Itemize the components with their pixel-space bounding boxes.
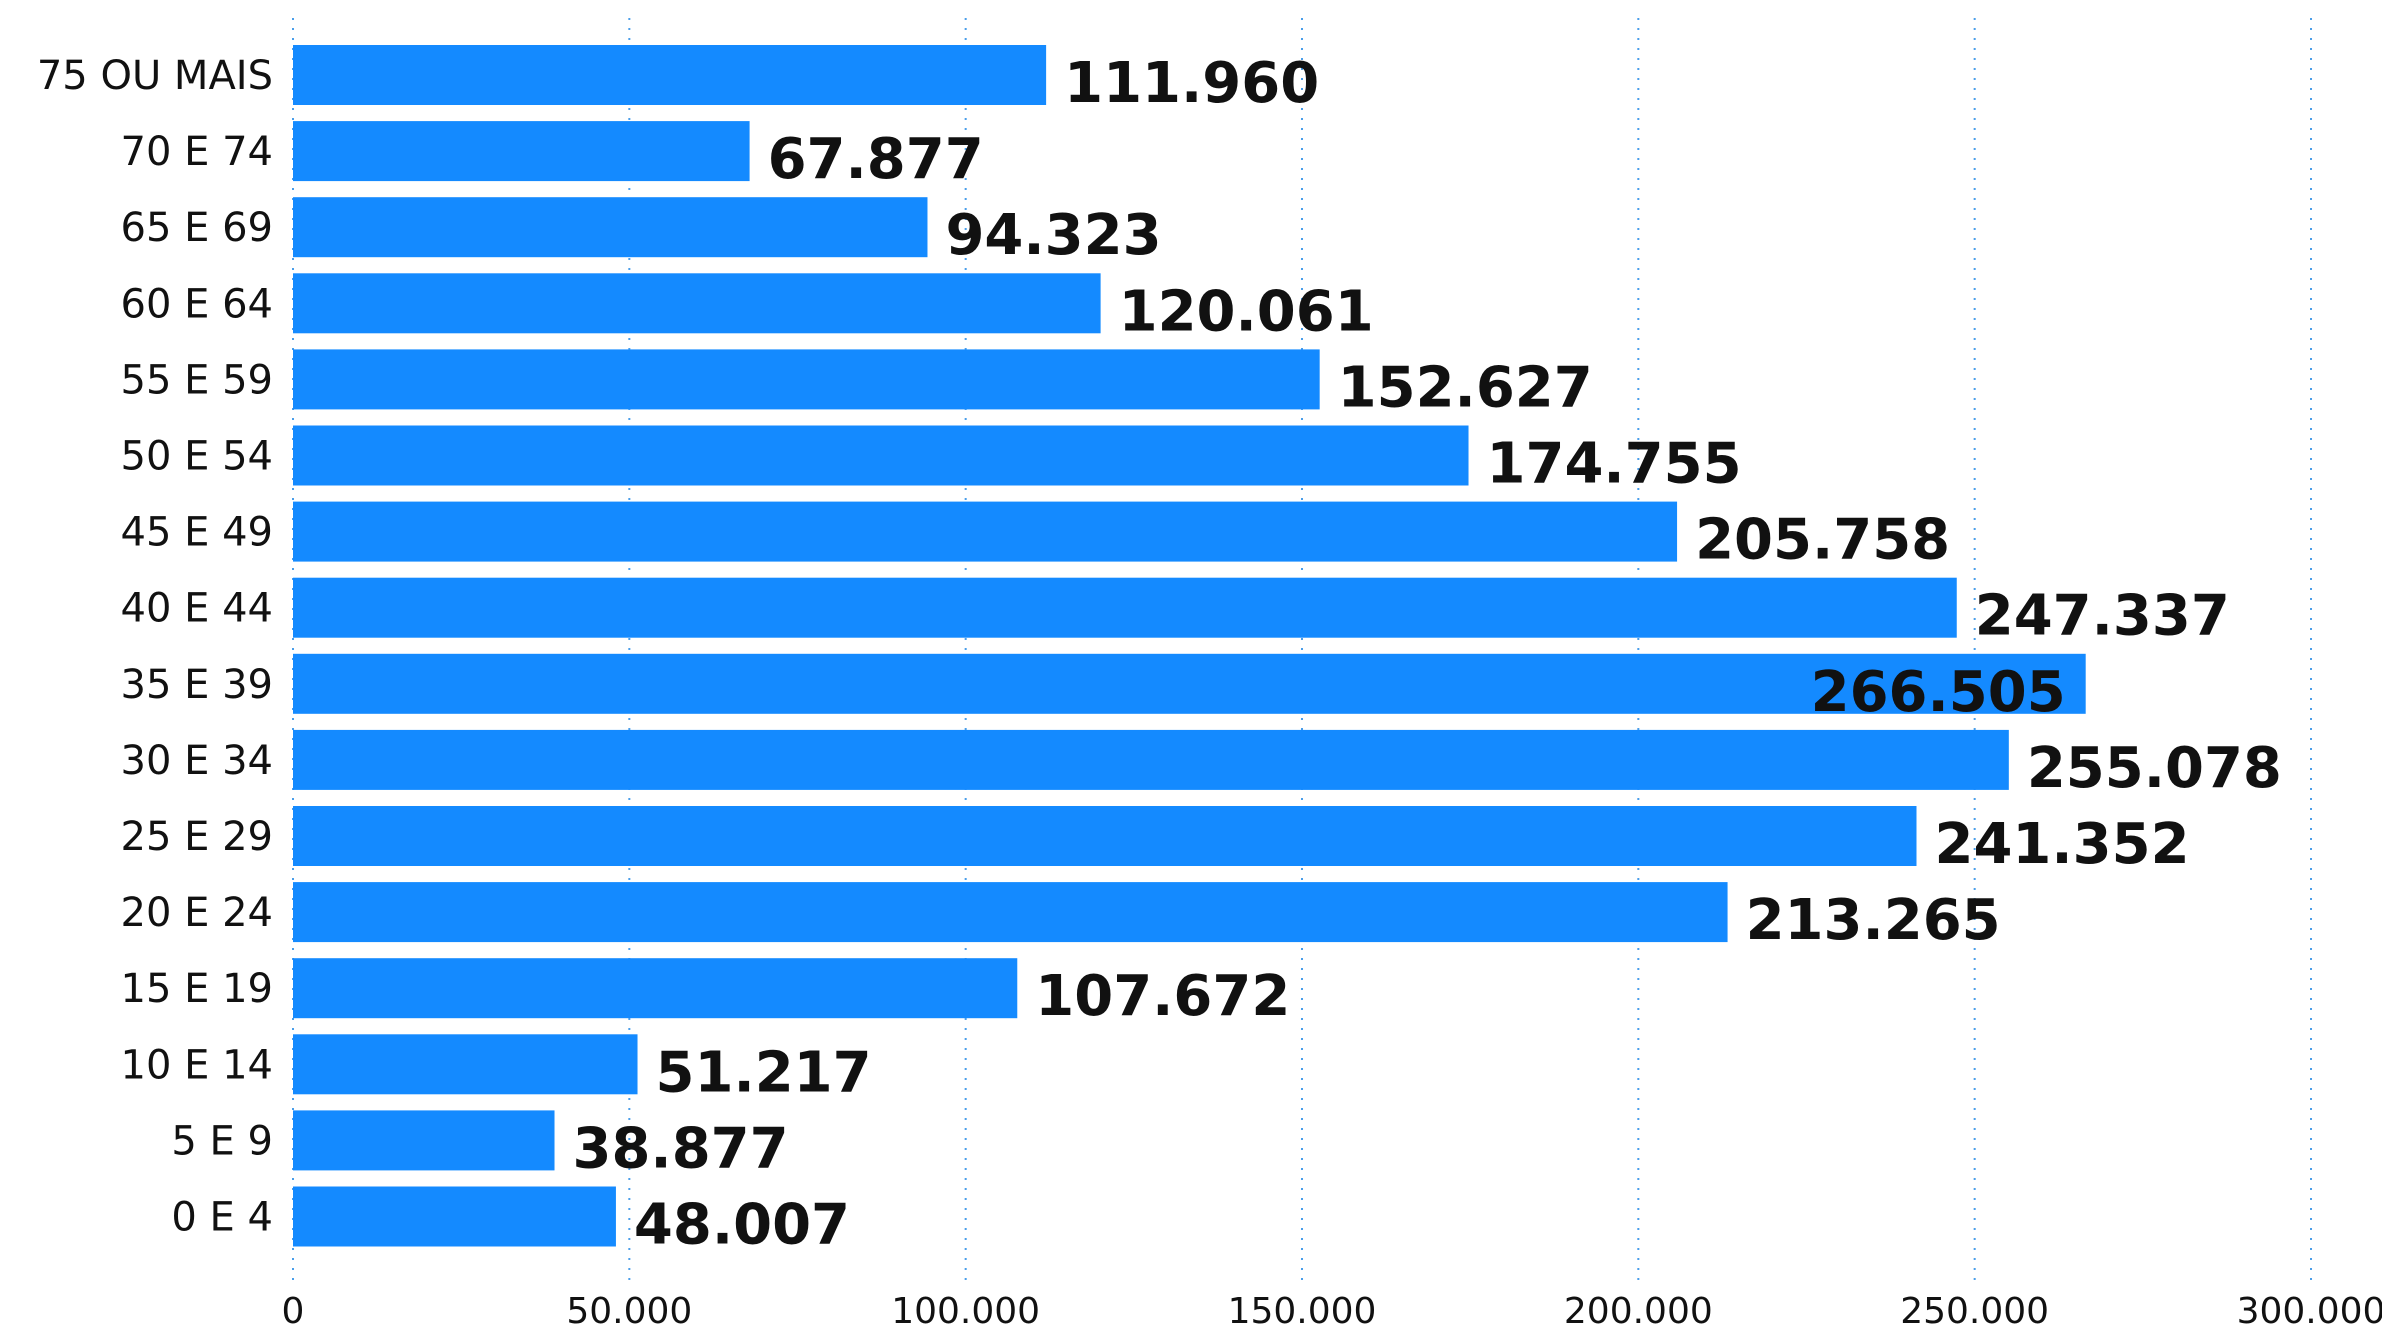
category-label: 65 E 69 — [121, 205, 274, 251]
x-tick-label: 100.000 — [891, 1291, 1040, 1327]
value-label: 247.337 — [1975, 584, 2230, 649]
category-label: 60 E 64 — [121, 281, 274, 327]
value-label: 266.505 — [1811, 660, 2066, 725]
value-label: 111.960 — [1064, 51, 1319, 116]
bar — [293, 501, 1678, 562]
category-label: 30 E 34 — [121, 738, 274, 784]
bar — [293, 882, 1728, 943]
value-label: 152.627 — [1338, 355, 1593, 420]
x-tick-label-layer: 0 50.000 100.000 150.000 200.000 250.000 300.0… — [282, 1291, 2382, 1332]
value-label: 38.877 — [573, 1116, 789, 1181]
category-label: 15 E 19 — [121, 966, 274, 1012]
x-tick-label: 50.000 — [566, 1291, 692, 1327]
value-label: 174.755 — [1487, 432, 1742, 497]
value-label: 255.078 — [2027, 736, 2282, 801]
category-label: 50 E 54 — [121, 434, 274, 480]
category-label: 5 E 9 — [171, 1118, 273, 1164]
category-label: 10 E 14 — [121, 1042, 274, 1088]
bar — [293, 958, 1018, 1019]
category-label: 45 E 49 — [121, 510, 274, 556]
value-label: 241.352 — [1934, 812, 2189, 877]
x-tick-label: 0 — [282, 1291, 305, 1327]
value-label-layer: 111.960 67.877 94.323 120.061 152.627 174.755… — [573, 51, 2282, 1258]
value-label: 213.265 — [1746, 888, 2001, 953]
bar — [293, 1034, 638, 1095]
bar — [293, 653, 2086, 714]
value-label: 94.323 — [945, 203, 1161, 268]
category-label: 35 E 39 — [121, 662, 274, 708]
bar — [293, 121, 750, 182]
x-tick-label: 300.000 — [2237, 1291, 2382, 1327]
bar-layer — [293, 45, 2086, 1247]
value-label: 205.758 — [1695, 508, 1950, 573]
bar — [293, 349, 1320, 410]
x-tick-label: 200.000 — [1564, 1291, 1713, 1327]
bar — [293, 806, 1917, 866]
category-label: 0 E 4 — [171, 1195, 273, 1241]
value-label: 48.007 — [634, 1193, 850, 1258]
value-label: 120.061 — [1119, 279, 1374, 344]
value-label: 107.672 — [1035, 964, 1290, 1029]
category-label: 40 E 44 — [121, 586, 274, 632]
x-tick-label: 150.000 — [1228, 1291, 1377, 1327]
bar — [293, 577, 1957, 638]
bar — [293, 197, 928, 258]
bar — [293, 729, 2009, 790]
bar — [293, 45, 1047, 105]
bar — [293, 1186, 616, 1247]
category-label: 25 E 29 — [121, 814, 274, 860]
category-label: 55 E 59 — [121, 357, 274, 403]
bar — [293, 425, 1469, 486]
value-label: 67.877 — [768, 127, 984, 192]
category-label: 20 E 24 — [121, 890, 274, 936]
category-label: 70 E 74 — [121, 129, 274, 175]
bar — [293, 273, 1101, 334]
x-tick-label: 250.000 — [1900, 1291, 2049, 1327]
category-label-layer: 75 OU MAIS 70 E 74 65 E 69 60 E 64 55 E 59 50… — [37, 53, 273, 1241]
bar — [293, 1110, 555, 1171]
category-label: 75 OU MAIS — [37, 53, 273, 99]
value-label: 51.217 — [656, 1040, 872, 1105]
